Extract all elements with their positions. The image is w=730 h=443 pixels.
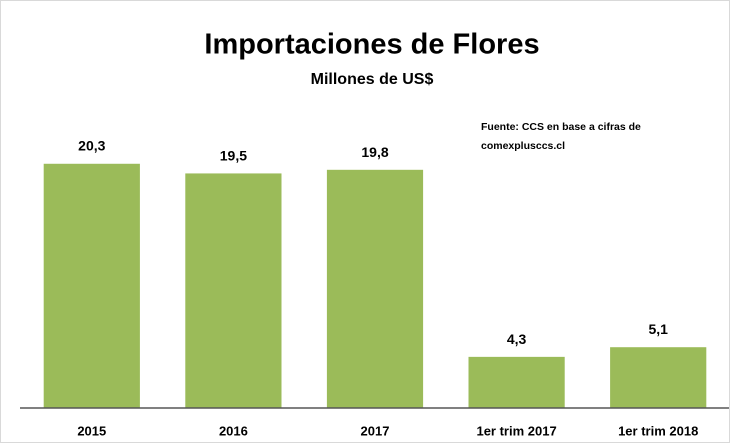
chart-title: Importaciones de Flores xyxy=(204,29,539,61)
x-tick-label: 2017 xyxy=(361,423,390,438)
source-note: comexplusccs.cl xyxy=(481,140,565,152)
data-label: 5,1 xyxy=(648,321,668,337)
bar xyxy=(42,162,142,409)
bar xyxy=(183,171,284,409)
source-note: Fuente: CCS en base a cifras de xyxy=(481,121,641,133)
x-tick-label: 2015 xyxy=(77,423,106,438)
x-tick-label: 1er trim 2018 xyxy=(618,423,698,438)
x-tick-label: 2016 xyxy=(219,423,248,438)
bar xyxy=(608,345,708,409)
bar xyxy=(466,355,567,409)
bar xyxy=(325,168,425,409)
data-label: 20,3 xyxy=(78,138,105,154)
data-label: 19,5 xyxy=(220,147,247,163)
data-label: 4,3 xyxy=(507,331,527,347)
x-tick-label: 1er trim 2017 xyxy=(476,423,556,438)
chart-subtitle: Millones de US$ xyxy=(311,71,434,88)
data-label: 19,8 xyxy=(361,144,388,160)
